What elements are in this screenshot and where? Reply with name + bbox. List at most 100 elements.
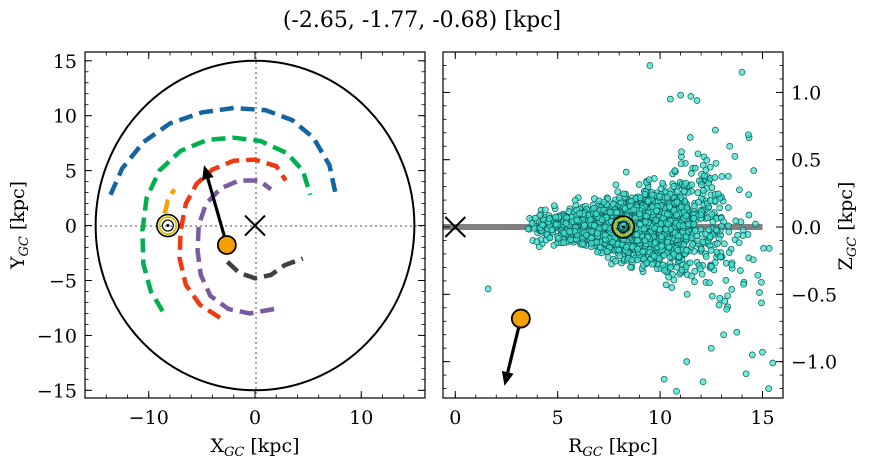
star-point xyxy=(712,226,720,234)
cross-stroke xyxy=(444,216,466,238)
star-point xyxy=(694,150,702,158)
star-point xyxy=(548,226,556,234)
star-point xyxy=(725,249,733,256)
sun-center-dot xyxy=(166,224,170,228)
left-y-axis-label: YGC [kpc] xyxy=(7,181,32,270)
star-point xyxy=(640,225,648,233)
star-point xyxy=(601,223,609,231)
star-point xyxy=(703,156,711,164)
star-point xyxy=(711,197,719,205)
star-point xyxy=(621,205,629,213)
star-point xyxy=(524,225,532,233)
star-point xyxy=(760,244,767,252)
sun-inner-ring xyxy=(161,219,174,232)
star-point xyxy=(613,209,620,216)
star-point xyxy=(733,328,741,336)
star-point xyxy=(664,238,671,246)
star-point xyxy=(665,273,672,281)
star-point xyxy=(706,279,713,287)
star-point xyxy=(666,203,673,210)
right-axes-frame xyxy=(442,51,784,399)
star-point xyxy=(539,221,546,229)
spiral-arms xyxy=(108,105,338,320)
star-point xyxy=(576,210,584,217)
star-point xyxy=(708,263,715,270)
star-point xyxy=(579,240,586,248)
left-velocity-arrow xyxy=(202,165,229,246)
star-point xyxy=(663,210,671,218)
x-tick-label: 0 xyxy=(449,407,461,429)
x-tick-label: 15 xyxy=(750,407,774,429)
star-point xyxy=(695,198,702,206)
star-point xyxy=(541,206,549,214)
star-point xyxy=(545,215,553,223)
star-point xyxy=(738,68,746,76)
star-point xyxy=(680,188,688,195)
star-point xyxy=(566,228,573,235)
star-point xyxy=(573,216,580,224)
star-point xyxy=(756,289,763,296)
star-point xyxy=(658,233,665,240)
star-point xyxy=(674,232,682,240)
star-point xyxy=(603,248,611,255)
star-point xyxy=(620,190,628,198)
star-point xyxy=(691,227,699,235)
star-point xyxy=(726,142,734,150)
y-tick-label: 0 xyxy=(65,216,77,238)
star-point xyxy=(677,160,685,168)
left-axis-ticks: −10 0 10 −15 −10 −5 0 5 10 15 xyxy=(37,51,425,429)
star-point xyxy=(678,266,686,274)
star-point xyxy=(614,188,622,196)
star-point xyxy=(641,237,649,244)
x-tick-label: 0 xyxy=(249,407,261,429)
star-point xyxy=(682,179,690,187)
star-point xyxy=(699,378,707,386)
star-point xyxy=(732,217,740,225)
star-point xyxy=(604,254,612,261)
star-point xyxy=(717,253,724,261)
star-point xyxy=(690,220,698,228)
star-point xyxy=(652,216,660,224)
star-point xyxy=(769,359,777,367)
cross-stroke xyxy=(244,214,266,237)
star-point xyxy=(653,207,660,215)
star-point xyxy=(615,194,623,202)
left-object-marker xyxy=(216,235,237,255)
star-point xyxy=(714,190,722,198)
star-point xyxy=(728,261,735,269)
star-point xyxy=(749,256,757,264)
star-point xyxy=(688,272,695,280)
star-point xyxy=(686,259,694,267)
star-point xyxy=(701,172,708,180)
left-y-label-sub: GC xyxy=(17,236,32,256)
right-velocity-arrow xyxy=(501,318,523,386)
star-point xyxy=(714,240,721,247)
right-x-label-sub: GC xyxy=(582,445,602,460)
star-point xyxy=(712,126,719,134)
x-tick-label: −10 xyxy=(129,407,169,429)
star-point xyxy=(745,191,753,199)
right-y-label-unit: [kpc] xyxy=(835,182,857,237)
star-point xyxy=(663,193,671,201)
star-point xyxy=(716,204,724,212)
right-y-label-sub: GC xyxy=(845,237,860,257)
star-point xyxy=(765,385,773,392)
star-point xyxy=(660,375,668,383)
star-point xyxy=(734,231,741,239)
star-point xyxy=(598,216,606,224)
star-point xyxy=(697,245,705,253)
star-point xyxy=(715,301,723,309)
star-point xyxy=(678,148,685,156)
sun-outer-ring xyxy=(156,213,180,238)
star-point xyxy=(622,168,630,176)
star-point xyxy=(636,194,644,201)
star-point xyxy=(745,211,753,219)
left-y-label-unit: [kpc] xyxy=(7,181,29,236)
star-point xyxy=(595,197,603,205)
star-point xyxy=(725,228,733,236)
spiral-arm-6 xyxy=(225,256,304,281)
star-point xyxy=(711,174,719,181)
star-point xyxy=(708,184,716,191)
star-point xyxy=(643,212,650,220)
star-point xyxy=(528,220,536,227)
